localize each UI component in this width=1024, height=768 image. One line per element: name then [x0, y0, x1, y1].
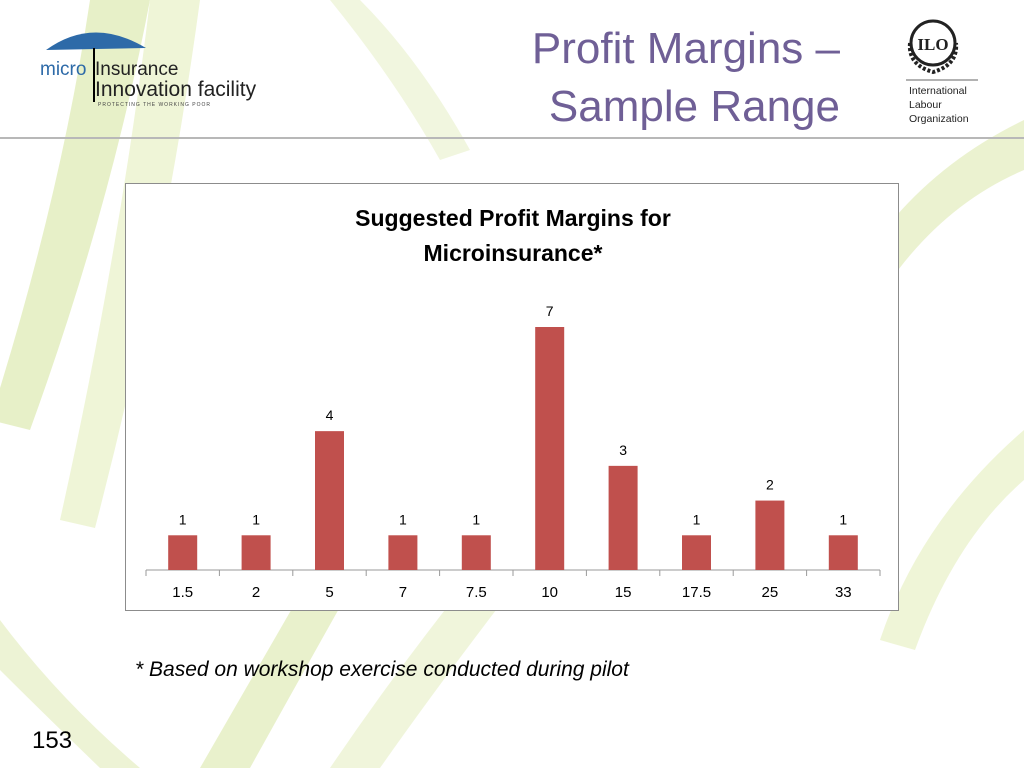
- x-tick-label-10: 10: [541, 584, 558, 601]
- logo-text-insurance: Insurance: [95, 59, 178, 80]
- chart-container: Suggested Profit Margins for Microinsura…: [125, 183, 899, 611]
- data-label-15: 3: [619, 442, 627, 458]
- logo-text-innovation: Innovation facility: [95, 78, 257, 101]
- x-tick-label-1.5: 1.5: [172, 584, 193, 601]
- x-tick-label-2: 2: [252, 584, 260, 601]
- bar-15: [608, 465, 638, 570]
- x-tick-label-15: 15: [615, 584, 632, 601]
- data-label-33: 1: [839, 511, 847, 527]
- x-tick-label-7.5: 7.5: [466, 584, 487, 601]
- logo-text-international: International: [909, 85, 967, 97]
- bar-7.5: [461, 535, 491, 570]
- laurel-icon: [907, 42, 959, 75]
- x-tick-label-7: 7: [399, 584, 407, 601]
- leaf-stroke: [0, 620, 140, 768]
- page-number: 153: [32, 727, 73, 754]
- leaf-stroke: [880, 430, 1024, 650]
- data-label-5: 4: [326, 407, 334, 423]
- globe-icon: [909, 19, 957, 67]
- leaf-stroke: [330, 0, 470, 160]
- data-label-2: 1: [252, 511, 260, 527]
- umbrella-icon: [46, 32, 146, 50]
- data-label-7.5: 1: [472, 511, 480, 527]
- logo-text-labour: Labour: [909, 99, 942, 111]
- bar-7: [388, 535, 418, 570]
- data-label-7: 1: [399, 511, 407, 527]
- bar-chart: Suggested Profit Margins for Microinsura…: [145, 205, 881, 601]
- slide-title-line2: Sample Range: [548, 82, 840, 131]
- x-tick-label-33: 33: [835, 584, 852, 601]
- logo-tagline: PROTECTING THE WORKING POOR: [98, 102, 211, 108]
- slide-title: Profit Margins – Sample Range: [430, 20, 840, 136]
- chart-title-line1: Suggested Profit Margins for: [355, 205, 671, 231]
- bar-1.5: [168, 535, 198, 570]
- ilo-logo: ILO International Labour Organization: [906, 19, 978, 125]
- x-tick-label-25: 25: [762, 584, 779, 601]
- header-divider: [0, 137, 1024, 139]
- bar-25: [755, 500, 785, 570]
- data-label-10: 7: [546, 303, 554, 319]
- bar-17.5: [682, 535, 711, 570]
- chart-title-line2: Microinsurance*: [424, 240, 603, 266]
- footnote: * Based on workshop exercise conducted d…: [135, 658, 629, 681]
- logo-ilo-mark: ILO: [917, 35, 948, 54]
- data-label-25: 2: [766, 477, 774, 493]
- x-tick-label-5: 5: [325, 584, 333, 601]
- bar-5: [315, 431, 344, 570]
- bar-33: [828, 535, 858, 570]
- bar-10: [535, 327, 565, 570]
- slide-title-line1: Profit Margins –: [531, 24, 840, 73]
- micro-insurance-logo: micro Insurance Innovation facility PROT…: [40, 32, 257, 108]
- logo-text-micro: micro: [40, 59, 86, 80]
- x-tick-label-17.5: 17.5: [682, 584, 711, 601]
- leaf-stroke: [0, 0, 150, 430]
- data-label-1.5: 1: [179, 511, 187, 527]
- data-label-17.5: 1: [693, 511, 701, 527]
- logo-text-organization: Organization: [909, 113, 969, 125]
- bar-2: [241, 535, 271, 570]
